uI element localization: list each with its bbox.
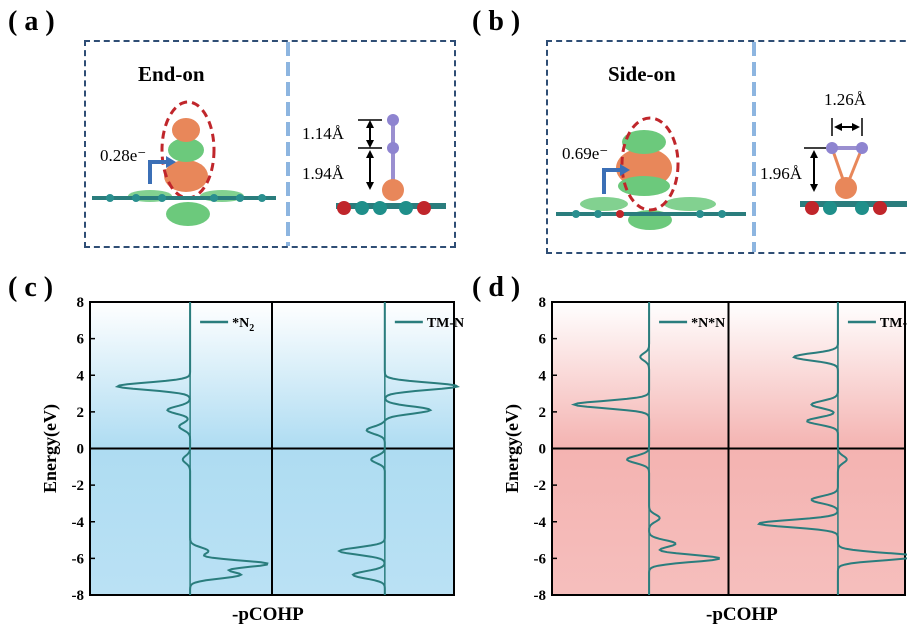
xlabel-c: -pCOHP — [232, 604, 304, 625]
y-tick-label: 6 — [77, 332, 85, 348]
y-axis-label: Energy(eV) — [40, 404, 61, 493]
panel-label-b: ( b ) — [472, 6, 521, 37]
y-tick-label: -4 — [534, 515, 547, 531]
mode-label-b: Side-on — [608, 62, 676, 86]
legend-label: TM-N — [427, 316, 464, 331]
y-tick-label: 8 — [77, 295, 85, 311]
y-tick-label: 2 — [539, 405, 547, 421]
y-axis-label: Energy(eV) — [502, 404, 523, 493]
y-tick-label: -6 — [534, 551, 547, 567]
y-tick-label: -4 — [72, 515, 85, 531]
y-tick-label: 4 — [77, 368, 85, 384]
y-tick-label: 4 — [539, 368, 547, 384]
legend-label: *N2 — [232, 316, 254, 334]
y-tick-label: 0 — [539, 442, 547, 458]
panel-b-frame — [546, 40, 907, 254]
charge-label-b: 0.69e⁻ — [562, 144, 609, 163]
cohp-curve-left — [114, 302, 269, 595]
y-tick-label: 6 — [539, 332, 547, 348]
panel-label-c: ( c ) — [8, 272, 54, 303]
mode-label-a: End-on — [138, 62, 205, 86]
bond-label-b-height: 1.96Å — [760, 164, 803, 183]
panel-label-a: ( a ) — [8, 6, 55, 37]
cohp-curve-left — [570, 302, 720, 595]
cohp-curve-right — [757, 302, 907, 595]
y-tick-label: -6 — [72, 551, 85, 567]
panel-label-d: ( d ) — [472, 272, 521, 303]
charge-label-a: 0.28e⁻ — [100, 146, 147, 165]
legend-label: *N*N — [691, 316, 725, 331]
y-tick-label: -2 — [534, 478, 547, 494]
y-tick-label: 8 — [539, 295, 547, 311]
cohp-curve-right — [337, 302, 460, 595]
xlabel-d: -pCOHP — [706, 604, 778, 625]
bond-label-a-top: 1.14Å — [302, 124, 345, 143]
y-tick-label: -2 — [72, 478, 85, 494]
y-tick-label: 2 — [77, 405, 85, 421]
legend-label: TM-N — [880, 316, 907, 331]
bond-label-b-nn: 1.26Å — [824, 90, 867, 109]
y-tick-label: -8 — [534, 588, 547, 604]
y-tick-label: -8 — [72, 588, 85, 604]
y-tick-label: 0 — [77, 442, 85, 458]
panel-a-frame — [84, 40, 456, 248]
bond-label-a-bottom: 1.94Å — [302, 164, 345, 183]
legend-subscript: 2 — [249, 323, 254, 334]
